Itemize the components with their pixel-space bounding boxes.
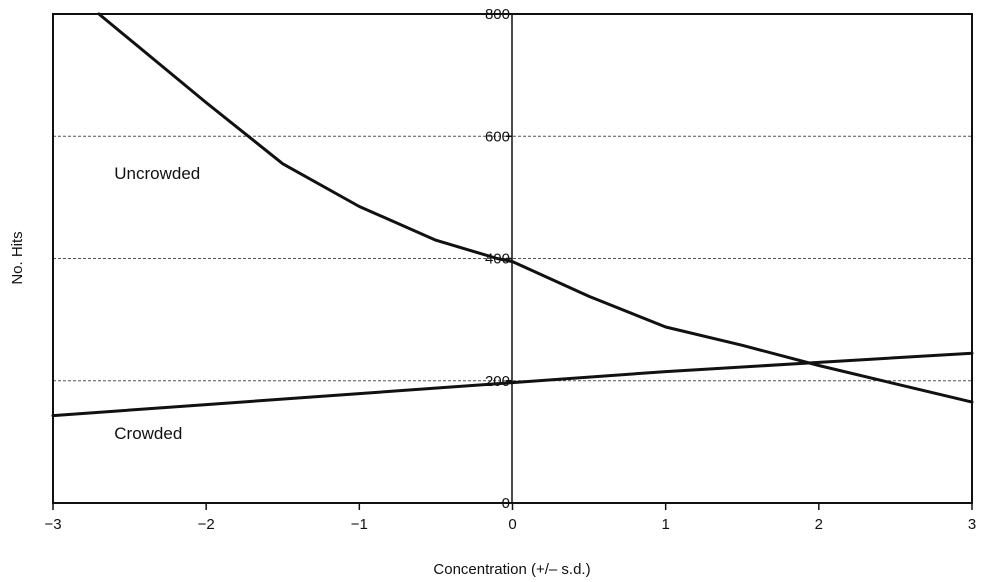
y-tick-label: 800 xyxy=(485,6,510,23)
series-annotation-crowded: Crowded xyxy=(114,424,182,443)
series-annotations: Uncrowded Crowded xyxy=(114,164,200,443)
grid-lines xyxy=(53,135,972,382)
x-tick-label: −2 xyxy=(198,516,215,533)
x-tick-label: 3 xyxy=(968,516,976,533)
x-axis-ticks: −3 −2 −1 0 1 2 3 xyxy=(44,503,976,533)
y-tick-label: 0 xyxy=(502,495,510,512)
x-axis-label: Concentration (+/– s.d.) xyxy=(433,561,590,578)
y-tick-label: 200 xyxy=(485,373,510,390)
x-tick-label: 0 xyxy=(508,516,516,533)
series-line-crowded xyxy=(51,351,974,418)
y-axis-label: No. Hits xyxy=(9,231,26,284)
x-tick-label: −3 xyxy=(44,516,61,533)
y-tick-label: 600 xyxy=(485,128,510,145)
x-tick-label: 1 xyxy=(661,516,669,533)
series-lines xyxy=(51,12,974,418)
series-line-uncrowded xyxy=(97,12,974,404)
x-tick-label: 2 xyxy=(815,516,823,533)
x-tick-label: −1 xyxy=(351,516,368,533)
series-annotation-uncrowded: Uncrowded xyxy=(114,164,200,183)
